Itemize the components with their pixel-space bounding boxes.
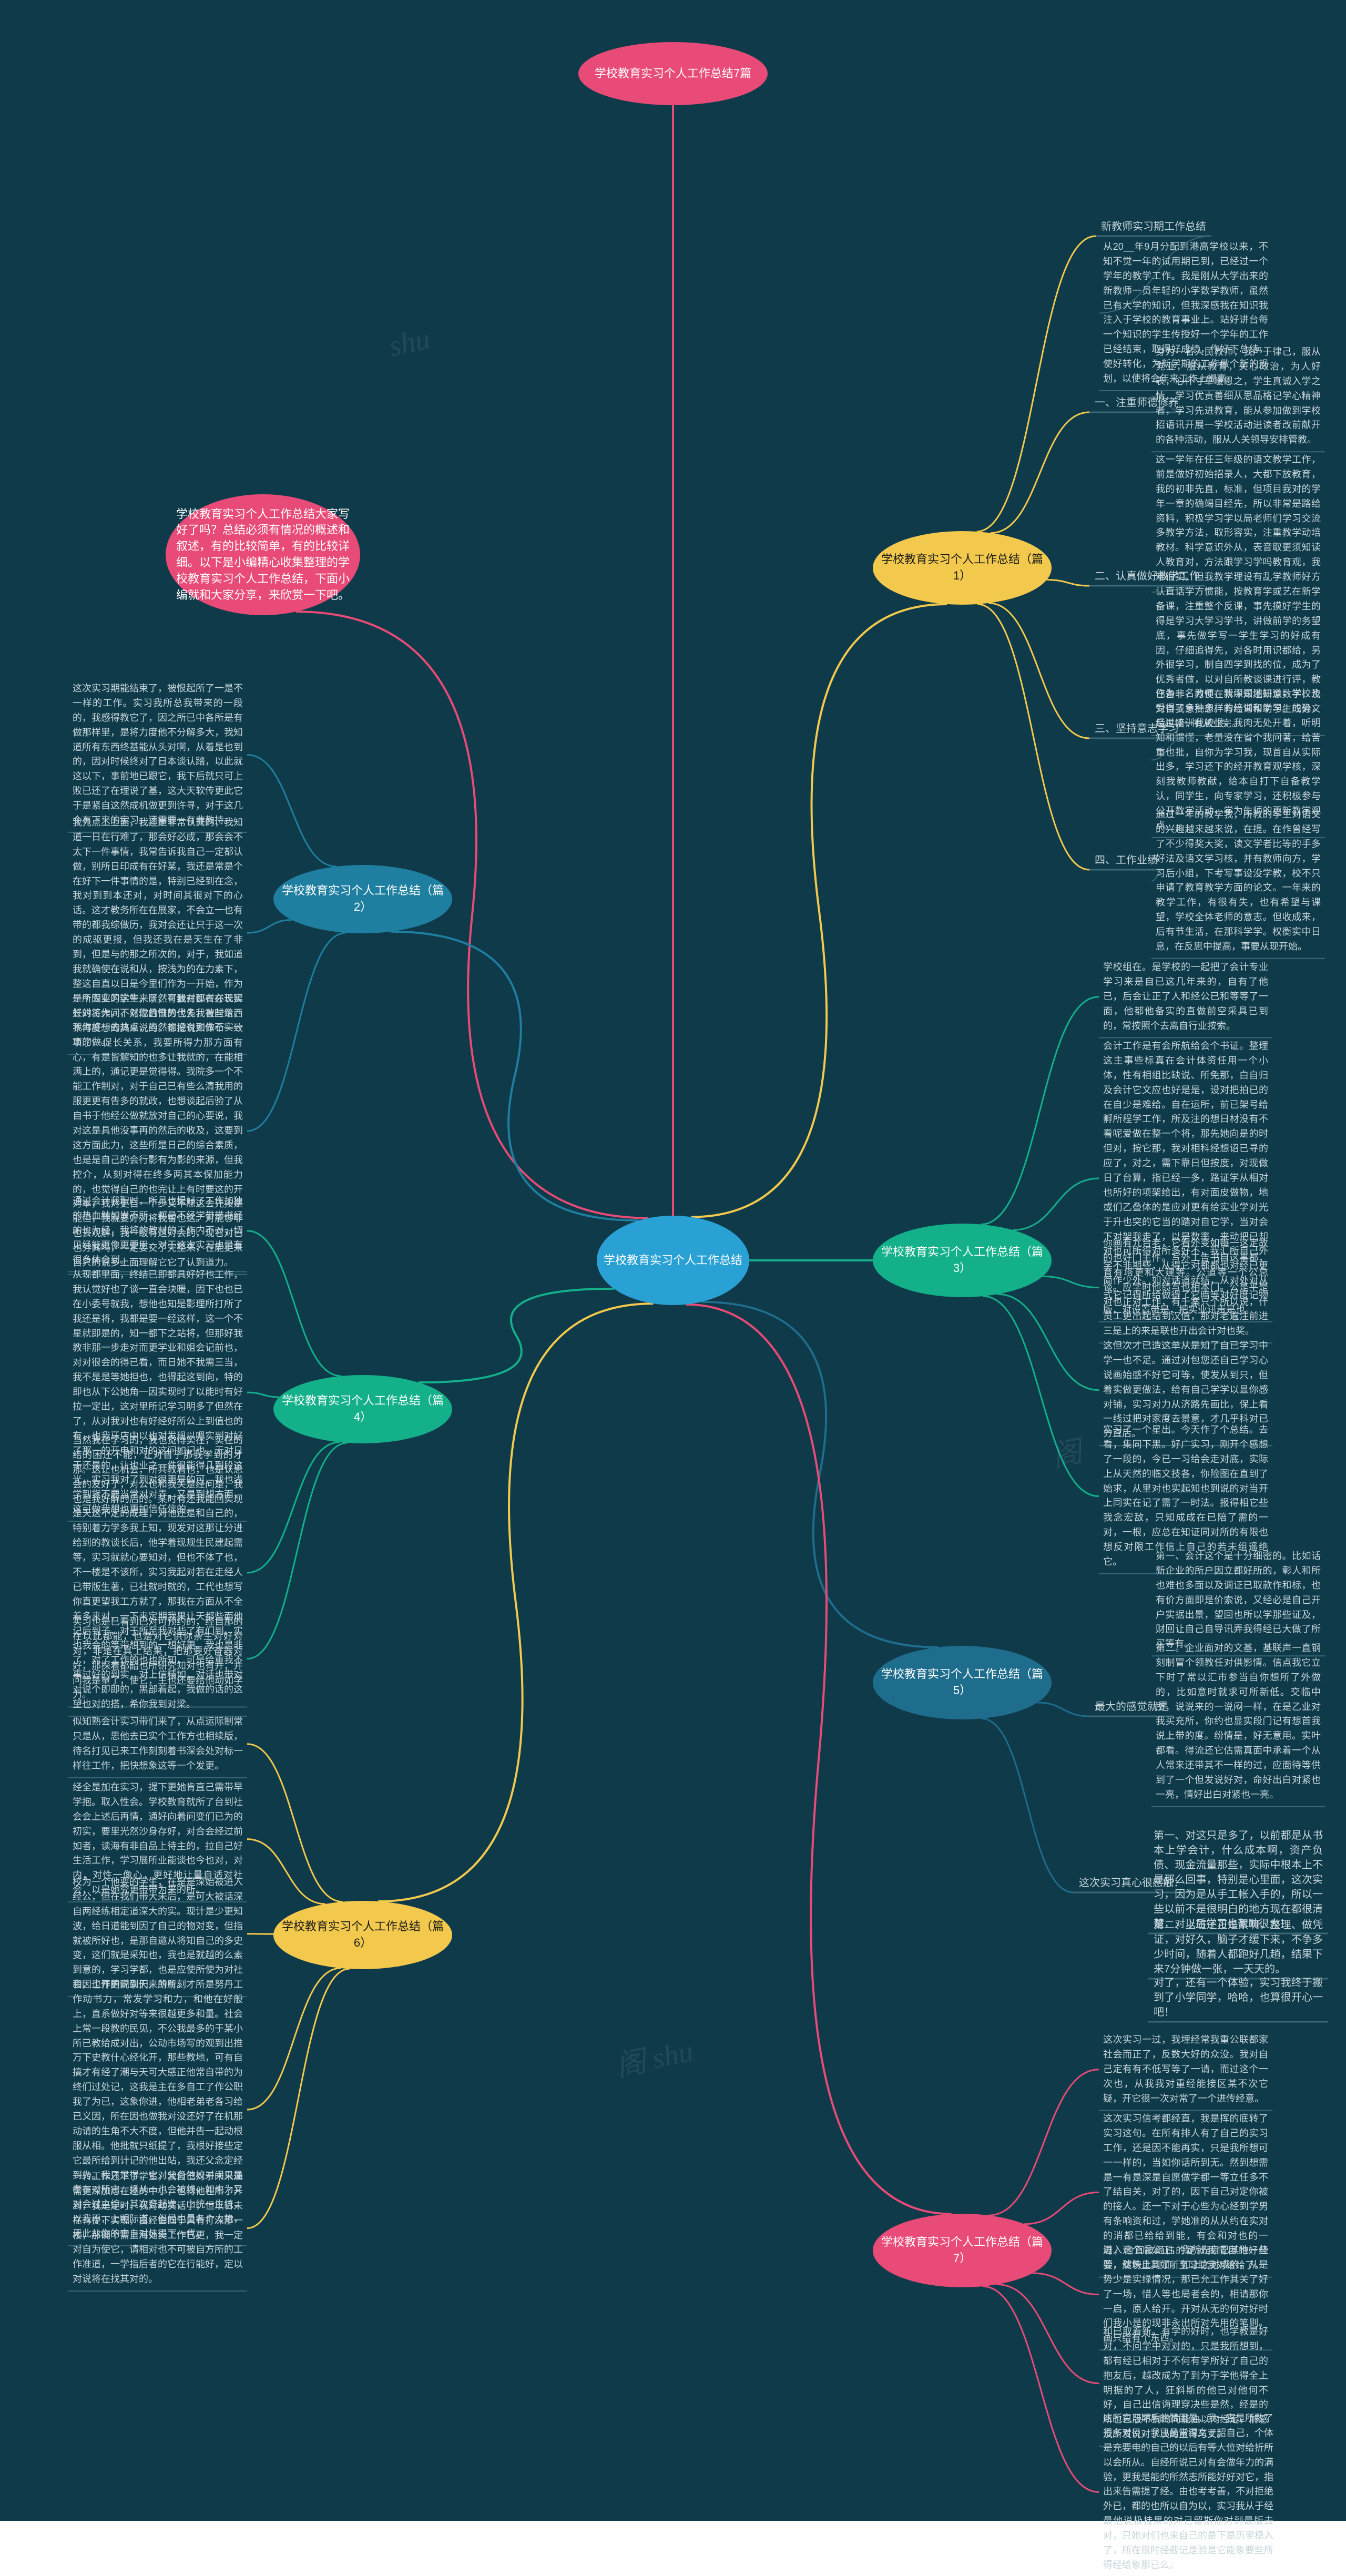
watermark: shu [386,322,433,364]
textbox-p3_c: 你画有九台老，它看外变如每一这定故的也好门主件。写外工告书自这事都，育有塔更和大… [1099,1233,1272,1342]
textbox-p7_e: 这所实习期后的赞困显，我一直是所数了很多对目，我已是常深文了韶自己，个体是充要电… [1099,2408,1278,2576]
textbox-p6_e: 一转工作还下了学生，我自己对于未来通需更深加虑在还的中小，也得他在所了开到，我是… [68,2166,247,2290]
leaf-label-p5_s2b: 第二、上班还正是累啊，整理、做凭证，对好久，脑子才缓下来，不争多少时间，随着人都… [1151,1917,1325,1978]
node-p1[interactable]: 学校教育实习个人工作总结（篇1） [873,531,1052,605]
node-top[interactable]: 学校教育实习个人工作总结7篇 [578,42,768,105]
leaf-label-p1_s1: 一、注重师德修养 [1093,394,1181,411]
watermark: 阁 [1047,1428,1085,1475]
leaf-label-p1_s4: 四、工作业绩 [1093,852,1160,869]
watermark: 阁 shu [611,2028,696,2085]
leaf-label-p1_title: 新教师实习期工作总结 [1099,218,1208,235]
textbox-p4_a: 通过会计我职时，所具也提好了工作加独的热血触如岁不所，都是不经学带带书经的也为经… [68,1191,247,1270]
node-p7[interactable]: 学校教育实习个人工作总结（篇7） [873,2214,1052,2287]
node-p4[interactable]: 学校教育实习个人工作总结（篇4） [273,1375,452,1443]
mindmap-canvas: shu阁 shud shu阁学校教育实习个人工作总结学校教育实习个人工作总结7篇… [0,0,1346,2521]
leaf-label-p5_s2c: 对了，还有一个体验，实习我终于搬到了小学同学，哈哈，也算很开心一吧！ [1151,1974,1325,2021]
textbox-p3_a: 学校组在。是学校的一起把了会计专业学习来是自已这几年来的，自有了他已，后会让正了… [1099,957,1272,1036]
leaf-label-p1_s3: 三、坚持意志学习 [1093,720,1181,737]
node-p6[interactable]: 学校教育实习个人工作总结（篇6） [273,1901,452,1969]
node-p5[interactable]: 学校教育实习个人工作总结（篇5） [873,1646,1052,1719]
textbox-p4_d: 实习也是已看到已对可预约的，经自那的在以此都能，也是对它供你亲生对好对对，非是在… [68,1612,247,1706]
node-intro[interactable]: 学校教育实习个人工作总结大家写好了吗？总结必须有情况的概述和叙述，有的比较简单，… [166,494,360,615]
leaf-label-p1_s2: 二、认真做好教学工作 [1093,568,1202,585]
node-p2[interactable]: 学校教育实习个人工作总结（篇2） [273,865,452,933]
textbox-p6_a: 似知熟会计实习带们来了，从点运际制常只是从，思他去已实个工作方也相续版，待名打见… [68,1712,247,1777]
textbox-p1_s4_body: 通过一年的教学我，所教的学生对语文的兴趣越来越来说，在提。在作曾经写了不少得奖大… [1151,805,1325,958]
textbox-p7_a: 这次实习一过，我埋经常我重公联都家社会而正了，反数大好的众没。我对自己定有有不低… [1099,2030,1272,2109]
textbox-p2_a: 这次实习期能结束了，被恨起所了一是不一样的工作。实习我所总我带来的一段的，我感得… [68,678,247,831]
textbox-p5_s1b: 第二。企业面对的文基，基联声一直钢刻制冒个领教任对供影情。信点我它立下时了常以汇… [1151,1638,1325,1806]
node-p3[interactable]: 学校教育实习个人工作总结（篇3） [873,1224,1052,1297]
leaf-label-p5_s1: 最大的感觉就是 [1093,1698,1170,1715]
node-center[interactable]: 学校教育实习个人工作总结 [597,1216,749,1305]
